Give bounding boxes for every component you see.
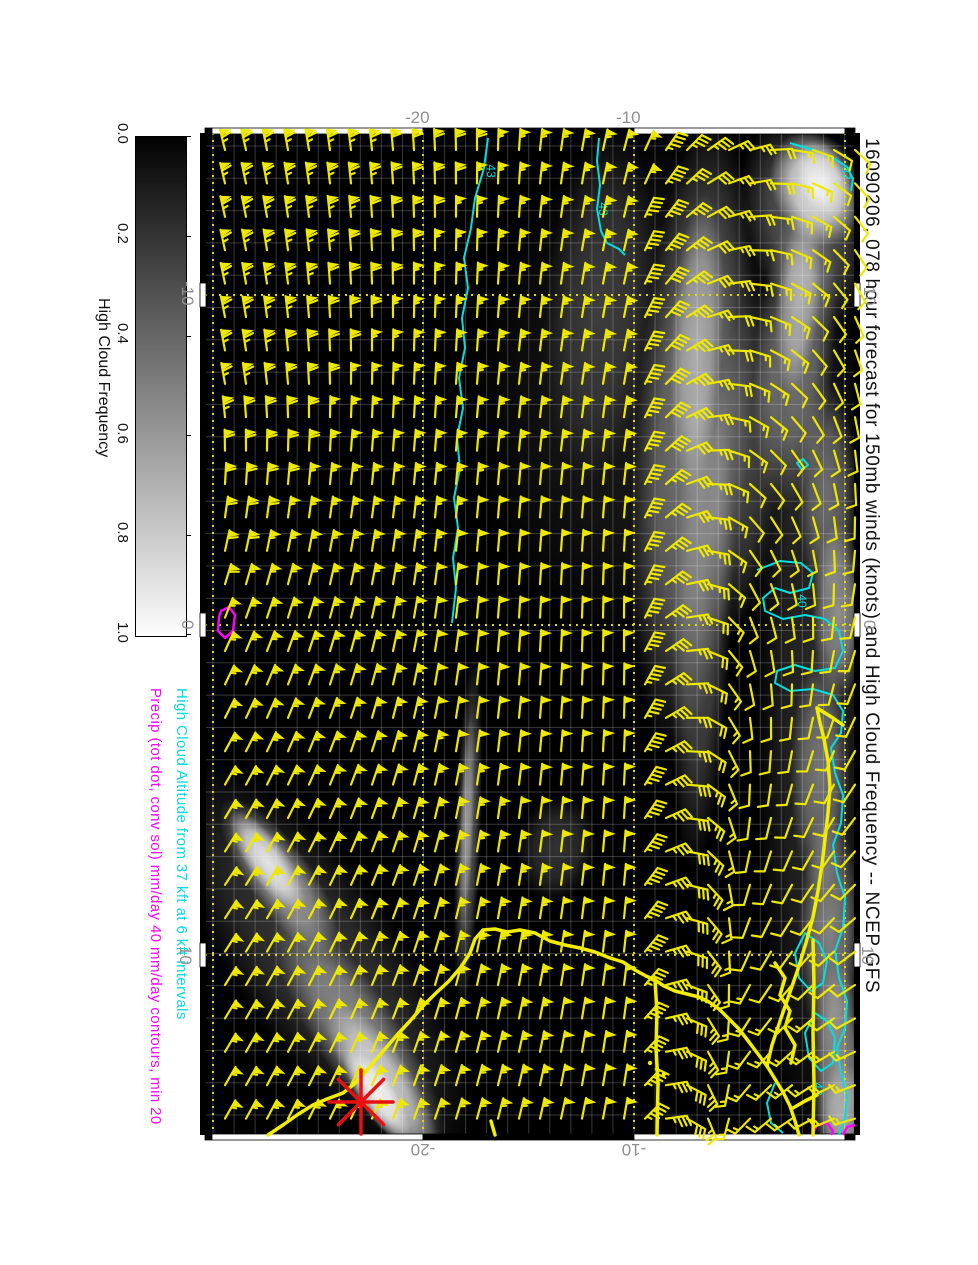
plot-title: 16090206, 078 hour forecast for 150mb wi…: [861, 138, 882, 994]
axis-label-right: 0: [860, 620, 879, 630]
colorbar-tick: [186, 435, 191, 436]
axis-label-left: 0: [178, 620, 197, 630]
contour-label: 40: [795, 594, 809, 608]
axis-label-right: -10: [860, 281, 879, 306]
axis-label-bottom: -10: [621, 1140, 647, 1159]
colorbar-tick: [186, 634, 191, 635]
caption-precip: Precip (tot dot, conv sol) mm/day 40 mm/…: [147, 688, 164, 1125]
colorbar-title: High Cloud Frequency: [95, 298, 112, 458]
frame-layer: [199, 127, 861, 1141]
contour-label: 43: [484, 164, 498, 178]
colorbar-tick-label: 0.2: [114, 223, 131, 244]
caption-cloud-altitude: High Cloud Altitude from 37 kft at 6 kft…: [173, 688, 190, 1020]
coastline-layer: [266, 706, 845, 1137]
colorbar-tick: [186, 535, 191, 536]
colorbar-tick: [186, 336, 191, 337]
colorbar-tick: [186, 136, 191, 137]
magenta-contours-layer: [216, 605, 856, 1136]
wind-barbs-layer: [218, 127, 872, 1146]
colorbar-gradient: [135, 136, 187, 637]
colorbar-tick-label: 0.6: [114, 423, 131, 444]
axis-label-left: -10: [178, 281, 197, 306]
launch-site-marker: [327, 1068, 395, 1136]
axis-label-top: -10: [616, 108, 641, 127]
colorbar-tick-label: 0.8: [114, 522, 131, 543]
colorbar-tick: [186, 236, 191, 237]
axis-label-bottom: -20: [410, 1140, 436, 1159]
colorbar-tick-label: 0.0: [114, 123, 131, 144]
colorbar-tick-label: 1.0: [114, 622, 131, 643]
axis-label-top: -20: [405, 108, 430, 127]
map-panel: 43 43 37 40 43: [199, 127, 872, 1146]
colorbar-tick-label: 0.4: [114, 323, 131, 344]
axis-label-left: 10: [176, 946, 195, 965]
